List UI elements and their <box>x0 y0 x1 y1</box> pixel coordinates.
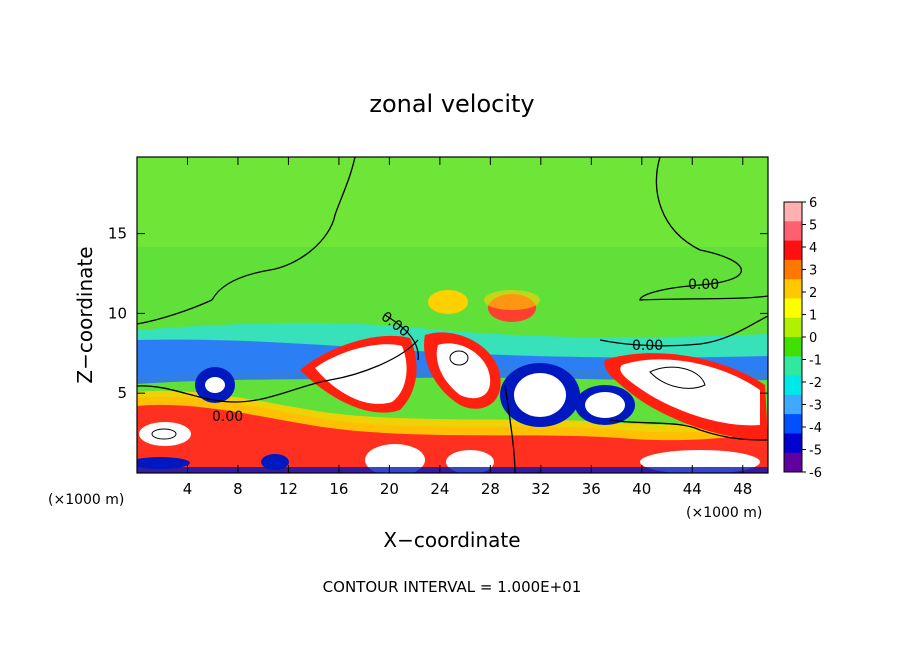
x-tick-label: 20 <box>380 480 399 498</box>
colorbar-swatch <box>784 259 802 280</box>
core-white-8 <box>365 444 425 473</box>
colorbar-tick-label: 4 <box>809 241 817 256</box>
core-white-4 <box>585 392 625 418</box>
colorbar-tick-label: -1 <box>809 354 822 369</box>
colorbar-swatch <box>784 414 802 434</box>
x-tick-label: 24 <box>430 480 449 498</box>
blob-upper-yellow <box>484 290 540 310</box>
colorbar-swatch <box>784 240 802 261</box>
x-tick-label: 36 <box>582 480 601 498</box>
blob-upper-red-left <box>428 290 468 314</box>
core-blue-11 <box>261 454 289 470</box>
x-unit-right: (×1000 m) <box>686 505 762 521</box>
colorbar-swatch <box>784 375 802 396</box>
colorbar-tick-label: -2 <box>809 376 822 391</box>
y-tick-label: 5 <box>117 384 127 402</box>
colorbar-swatch <box>784 452 802 473</box>
contour-zero-left <box>137 299 213 325</box>
colorbar-tick-label: 2 <box>809 286 817 301</box>
footer-contour-interval: CONTOUR INTERVAL = 1.000E+01 <box>323 578 582 596</box>
x-tick-label: 32 <box>531 480 550 498</box>
contour-label-2: 0.00 <box>632 338 663 354</box>
y-tick-label: 10 <box>108 304 127 322</box>
plot-frame <box>136 156 769 474</box>
x-tick-label: 48 <box>733 480 752 498</box>
colorbar-tick-label: 3 <box>809 264 817 279</box>
colorbar-swatch <box>784 356 802 377</box>
x-tick-label: 40 <box>632 480 651 498</box>
core-white-6 <box>205 377 225 393</box>
core-blue-12 <box>137 457 190 469</box>
yellow-band-lower <box>137 390 768 441</box>
contour-zero-upper <box>211 157 356 301</box>
x-axis-label: X−coordinate <box>383 528 520 552</box>
x-tick-label: 16 <box>329 480 348 498</box>
colorbar: 6 5 4 3 2 1 0 -1 -2 -3 -4 -5 -6 <box>783 196 822 481</box>
x-tick-label: 4 <box>183 480 193 498</box>
colorbar-tick-label: 6 <box>809 196 817 211</box>
contour-zero-mid <box>384 314 768 361</box>
contour-zero-lower <box>137 339 768 473</box>
y-tick-label: 15 <box>108 225 127 243</box>
colorbar-tick-label: -5 <box>809 444 822 459</box>
y-axis-label: Z−coordinate <box>73 246 97 383</box>
core-white-7 <box>139 422 191 446</box>
colorbar-swatch <box>784 221 802 242</box>
contour-zero-right <box>639 157 768 301</box>
colorbar-swatch <box>784 433 802 454</box>
y-axis: 5 10 15 <box>108 225 768 402</box>
colorbar-tick-label: -6 <box>809 466 822 481</box>
colorbar-swatch <box>784 317 802 338</box>
x-tick-label: 44 <box>683 480 702 498</box>
core-white-1 <box>315 344 407 404</box>
colorbar-swatch <box>784 394 802 415</box>
colorbar-tick-label: -3 <box>809 399 822 414</box>
core-white-3 <box>514 373 566 417</box>
colorbar-tick-label: 0 <box>809 331 817 346</box>
bottom-blue-strip <box>137 467 768 473</box>
x-axis: 4 8 12 16 20 24 28 32 36 40 44 48 <box>183 157 752 498</box>
core-white-5 <box>620 359 760 426</box>
x-tick-label: 28 <box>481 480 500 498</box>
plot-area <box>137 157 768 473</box>
upper-field-band <box>137 157 768 247</box>
chart-title: zonal velocity <box>369 90 534 118</box>
colorbar-swatch <box>784 337 802 357</box>
x-unit-left: (×1000 m) <box>48 492 124 508</box>
colorbar-swatch <box>784 202 802 222</box>
colorbar-tick-label: 5 <box>809 219 817 234</box>
x-tick-label: 12 <box>279 480 298 498</box>
contour-label-3: 0.00 <box>212 409 243 425</box>
colorbar-tick-label: -4 <box>809 421 822 436</box>
colorbar-swatch <box>784 279 802 299</box>
x-tick-label: 8 <box>233 480 243 498</box>
colorbar-tick-label: 1 <box>809 309 817 324</box>
contour-rings <box>151 350 706 440</box>
contour-label-1: 0.00 <box>688 277 719 293</box>
colorbar-swatch <box>784 298 802 319</box>
